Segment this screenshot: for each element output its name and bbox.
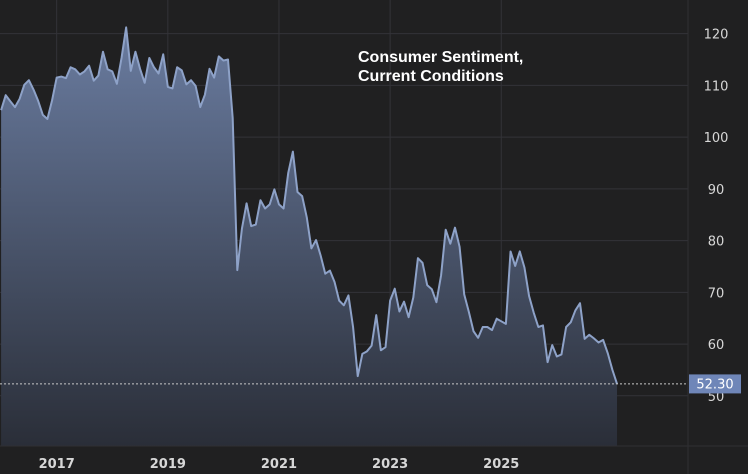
x-axis: 2017 2019 2021 2023 2025 (39, 457, 520, 472)
last-value-badge: 52.30 (689, 374, 741, 394)
last-value-badge-bg (689, 374, 741, 394)
y-tick-label: 50 (708, 390, 725, 405)
x-tick-label: 2017 (39, 457, 75, 472)
chart-title-line-1: Consumer Sentiment, (358, 49, 523, 66)
y-tick-label: 70 (708, 286, 725, 301)
x-tick-label: 2025 (483, 457, 519, 472)
chart-title: Consumer Sentiment, Current Conditions (358, 49, 523, 85)
y-tick-label: 110 (704, 79, 729, 94)
x-tick-label: 2023 (372, 457, 408, 472)
y-tick-label: 80 (708, 235, 725, 250)
x-tick-label: 2021 (261, 457, 297, 472)
chart-title-line-2: Current Conditions (358, 68, 504, 85)
x-tick-label: 2019 (150, 457, 186, 472)
y-tick-label: 90 (708, 183, 725, 198)
y-tick-label: 60 (708, 338, 725, 353)
y-tick-label: 100 (704, 131, 729, 146)
last-value-label: 52.30 (696, 377, 733, 392)
y-axis: 50 60 70 80 90 100 110 120 (704, 28, 729, 405)
series-line (0, 26, 618, 385)
y-tick-label: 120 (704, 28, 729, 43)
